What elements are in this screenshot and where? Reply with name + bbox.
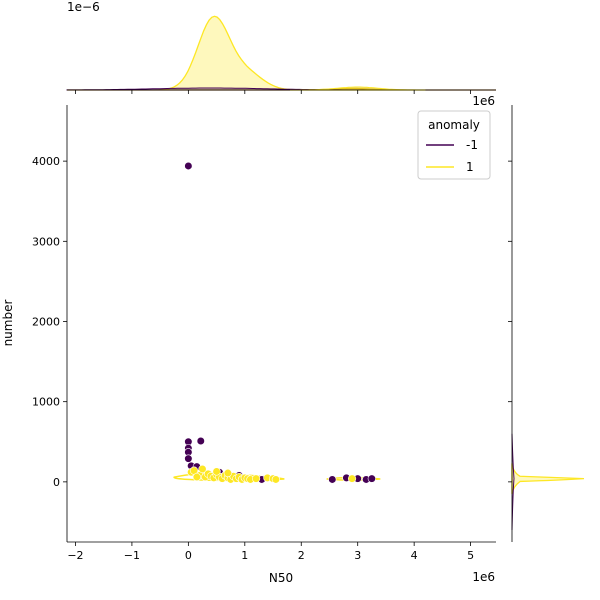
y-tick-label: 0: [53, 476, 60, 489]
point-anomaly-one: [223, 468, 232, 478]
point-anomaly-minus-one: [184, 454, 193, 463]
x-offset-label: 1e6: [472, 570, 495, 584]
y-axis-label: number: [1, 300, 15, 347]
y-tick-label: 2000: [32, 315, 60, 328]
right-kde-purple-line: [511, 433, 515, 530]
y-tick-label: 4000: [32, 155, 60, 168]
y-tick-label: 1000: [32, 396, 60, 409]
point-anomaly-one: [192, 472, 201, 482]
legend: anomaly -1 1: [417, 110, 491, 180]
top-marginal-ticks: [75, 90, 471, 94]
scatter-points: [184, 161, 376, 484]
x-tick-label: 1: [241, 549, 248, 562]
point-anomaly-minus-one: [328, 475, 337, 484]
point-anomaly-one: [271, 475, 280, 484]
x-tick-label: 5: [467, 549, 474, 562]
x-tick-label: 2: [298, 549, 305, 562]
x-tick-label: −1: [124, 549, 140, 562]
y-axis-ticks: 0 1000 2000 3000 4000: [32, 155, 67, 489]
point-anomaly-one: [212, 467, 221, 476]
legend-label-one: 1: [466, 160, 474, 174]
x-axis-ticks: −2 −1 0 1 2 3 4 5: [67, 542, 474, 562]
x-tick-label: −2: [67, 549, 83, 562]
point-anomaly-one: [251, 474, 261, 483]
y-tick-label: 3000: [32, 235, 60, 248]
right-marginal: 1e6: [472, 94, 585, 542]
x-tick-label: 3: [354, 549, 361, 562]
right-marginal-offset-label: 1e6: [472, 94, 495, 108]
top-marginal: 1e−6: [66, 0, 496, 94]
x-tick-label: 0: [185, 549, 192, 562]
legend-label-minus-one: -1: [466, 138, 478, 152]
point-anomaly-one: [198, 464, 207, 474]
x-tick-label: 4: [411, 549, 418, 562]
point-anomaly-minus-one: [196, 436, 205, 446]
point-anomaly-one: [347, 474, 357, 483]
top-marginal-offset-label: 1e−6: [67, 0, 100, 14]
right-marginal-ticks: [508, 160, 512, 483]
top-kde-right-bump: [289, 86, 426, 91]
point-anomaly-minus-one: [184, 161, 193, 171]
point-anomaly-minus-one: [367, 474, 376, 483]
legend-title: anomaly: [428, 118, 480, 132]
top-kde-yellow-area: [67, 15, 496, 91]
right-kde-yellow-area: [511, 463, 585, 494]
x-axis-label: N50: [269, 571, 293, 585]
